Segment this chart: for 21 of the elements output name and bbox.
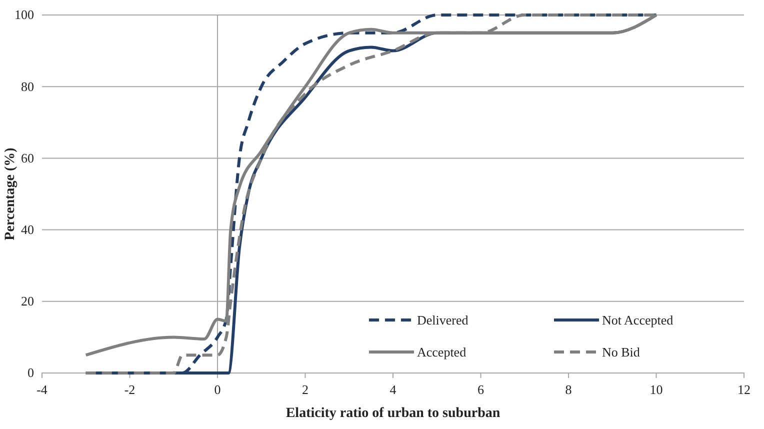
x-tick-label: 2: [302, 382, 308, 397]
x-axis-title: Elaticity ratio of urban to suburban: [286, 406, 500, 421]
x-tick-label: -4: [36, 382, 48, 397]
x-tick-label: 4: [390, 382, 397, 397]
legend-label: Delivered: [417, 312, 469, 328]
y-axis-title: Percentage (%): [3, 147, 18, 240]
legend-label: Accepted: [417, 344, 467, 360]
x-tick-label: 8: [565, 382, 572, 397]
y-tick-label: 20: [21, 294, 34, 309]
y-tick-label: 60: [21, 150, 34, 166]
y-tick-label: 0: [28, 365, 34, 380]
y-tick-label: 80: [21, 78, 34, 94]
legend-label: Not Accepted: [602, 312, 674, 328]
x-tick-label: 0: [214, 382, 221, 397]
y-tick-label: 100: [14, 7, 34, 22]
legend-label: No Bid: [602, 344, 640, 360]
y-tick-label: 40: [21, 222, 34, 237]
x-tick-label: 12: [738, 382, 750, 397]
x-tick-label: -2: [124, 382, 136, 397]
x-tick-label: 6: [478, 382, 484, 397]
x-tick-label: 10: [650, 382, 663, 397]
